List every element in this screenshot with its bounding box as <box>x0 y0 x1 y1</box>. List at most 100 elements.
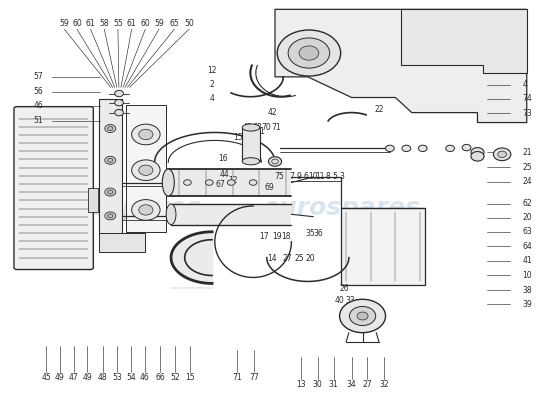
Text: 55: 55 <box>113 19 123 28</box>
Text: 6: 6 <box>303 172 308 182</box>
Text: 70: 70 <box>240 156 250 165</box>
Text: 42: 42 <box>268 108 278 117</box>
Circle shape <box>498 151 507 158</box>
Text: 44: 44 <box>220 170 229 179</box>
Text: 27: 27 <box>282 254 292 263</box>
Circle shape <box>288 38 329 68</box>
Text: 68: 68 <box>252 123 262 132</box>
Circle shape <box>349 306 376 326</box>
FancyBboxPatch shape <box>340 208 426 286</box>
Text: 49: 49 <box>82 374 92 382</box>
Circle shape <box>131 124 160 145</box>
Text: 20: 20 <box>522 213 532 222</box>
Circle shape <box>131 160 160 180</box>
Circle shape <box>139 129 153 140</box>
Circle shape <box>108 190 113 194</box>
Text: 71: 71 <box>271 123 281 132</box>
Text: eurospares: eurospares <box>43 196 201 220</box>
Circle shape <box>105 156 115 164</box>
Text: 12: 12 <box>229 176 238 186</box>
Text: 15: 15 <box>233 133 243 142</box>
Text: 25: 25 <box>295 254 305 263</box>
Text: 25: 25 <box>522 162 532 172</box>
Text: 30: 30 <box>313 380 322 389</box>
Text: eurospares: eurospares <box>262 196 420 220</box>
Text: 11: 11 <box>316 172 325 182</box>
Ellipse shape <box>162 169 174 196</box>
Text: 64: 64 <box>522 242 532 251</box>
FancyBboxPatch shape <box>99 99 122 234</box>
Circle shape <box>268 157 282 166</box>
Text: 56: 56 <box>34 87 43 96</box>
Text: 10: 10 <box>309 172 318 182</box>
Circle shape <box>114 90 123 97</box>
Text: 12: 12 <box>207 66 217 76</box>
Text: 40: 40 <box>334 296 344 305</box>
Text: 46: 46 <box>140 374 150 382</box>
Circle shape <box>339 299 386 333</box>
Circle shape <box>277 30 340 76</box>
Circle shape <box>402 145 411 152</box>
Text: 59: 59 <box>154 19 164 28</box>
Circle shape <box>419 145 427 152</box>
Text: 35: 35 <box>305 229 315 238</box>
Text: 63: 63 <box>522 227 532 236</box>
Text: 23: 23 <box>243 142 252 151</box>
Text: 8: 8 <box>325 172 330 182</box>
Text: 4: 4 <box>522 80 527 89</box>
Text: 74: 74 <box>522 94 532 103</box>
Text: 14: 14 <box>267 254 277 263</box>
Text: 67: 67 <box>216 180 225 189</box>
Text: 60: 60 <box>72 19 82 28</box>
Text: 27: 27 <box>362 380 372 389</box>
Text: 45: 45 <box>41 374 51 382</box>
Text: 61: 61 <box>86 19 95 28</box>
Polygon shape <box>275 9 527 122</box>
Text: 39: 39 <box>522 300 532 309</box>
Circle shape <box>105 124 115 132</box>
Text: 5: 5 <box>333 172 338 182</box>
Text: 20: 20 <box>306 254 315 263</box>
Text: 65: 65 <box>169 19 179 28</box>
Circle shape <box>131 200 160 220</box>
FancyBboxPatch shape <box>88 188 98 212</box>
Circle shape <box>108 126 113 130</box>
Text: 46: 46 <box>34 101 43 110</box>
Text: 10: 10 <box>522 271 532 280</box>
Text: 57: 57 <box>34 72 43 81</box>
Text: 41: 41 <box>522 256 532 265</box>
Ellipse shape <box>166 204 176 225</box>
Text: 62: 62 <box>522 200 532 208</box>
Text: 73: 73 <box>522 109 532 118</box>
FancyBboxPatch shape <box>242 128 260 161</box>
Text: 53: 53 <box>113 374 122 382</box>
Text: 58: 58 <box>100 19 109 28</box>
Text: 36: 36 <box>314 229 323 238</box>
Circle shape <box>114 100 123 106</box>
Text: 77: 77 <box>249 374 259 382</box>
Text: 7: 7 <box>289 172 294 182</box>
Text: 66: 66 <box>155 374 165 382</box>
FancyBboxPatch shape <box>171 204 292 225</box>
Circle shape <box>446 145 454 152</box>
Text: 43: 43 <box>243 123 252 132</box>
Text: 9: 9 <box>296 172 301 182</box>
Circle shape <box>227 180 235 185</box>
Circle shape <box>139 205 153 215</box>
Text: 47: 47 <box>69 374 79 382</box>
Text: 60: 60 <box>140 19 150 28</box>
Text: 70: 70 <box>261 123 271 132</box>
Text: 13: 13 <box>296 380 306 389</box>
Text: 51: 51 <box>34 116 43 125</box>
FancyBboxPatch shape <box>99 232 145 252</box>
Circle shape <box>184 180 191 185</box>
Text: 19: 19 <box>272 232 282 241</box>
Text: 38: 38 <box>522 286 532 295</box>
Text: 21: 21 <box>522 148 532 157</box>
Text: 34: 34 <box>346 380 356 389</box>
Circle shape <box>105 212 115 220</box>
Text: 61: 61 <box>127 19 136 28</box>
Text: 71: 71 <box>232 374 241 382</box>
Circle shape <box>249 180 257 185</box>
Text: 2: 2 <box>210 80 215 89</box>
